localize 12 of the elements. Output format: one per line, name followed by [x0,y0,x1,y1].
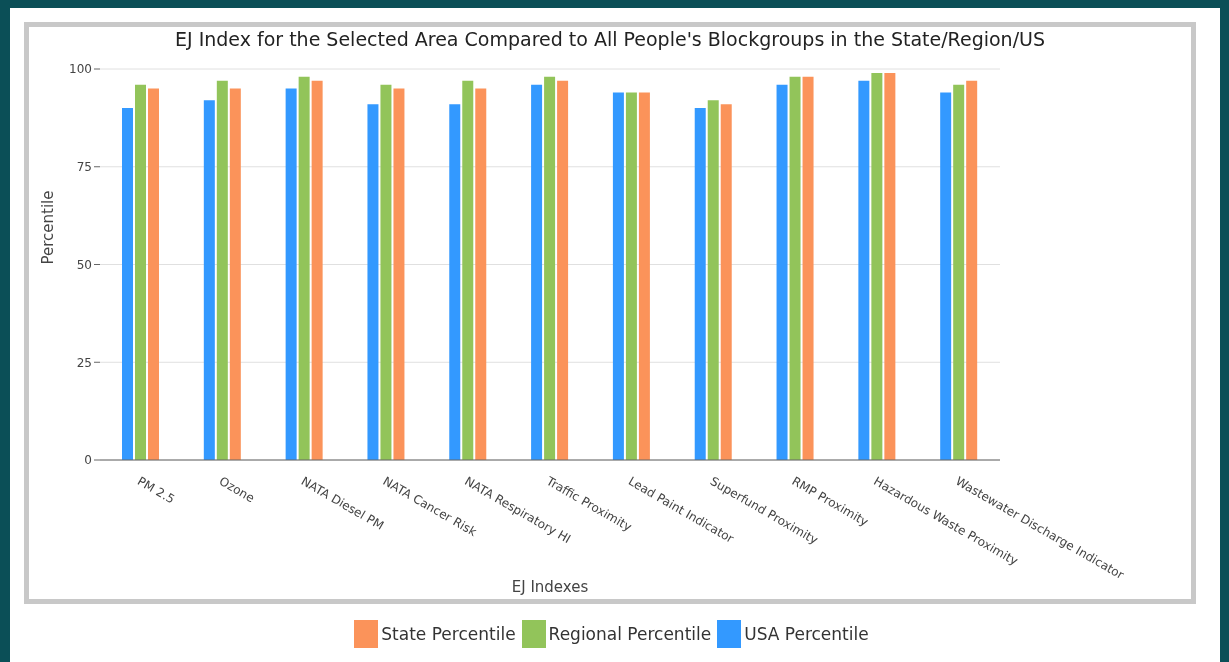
y-tick-label: 0 [84,453,92,468]
legend-label: State Percentile [381,624,516,644]
y-tick-label: 75 [76,160,92,175]
chart-title: EJ Index for the Selected Area Compared to All People's Blockgroups in the State/Region/US [174,28,1046,50]
y-tick-label: 25 [76,355,92,370]
y-tick-label: 50 [76,257,92,272]
y-axis-title: Percentile [39,190,58,265]
x-axis-title: EJ Indexes [511,578,589,596]
legend-label: Regional Percentile [548,624,712,644]
y-tick-label: 100 [69,62,92,77]
legend-label: USA Percentile [744,624,869,644]
x-tick-label: PM 2.5 [135,474,178,507]
